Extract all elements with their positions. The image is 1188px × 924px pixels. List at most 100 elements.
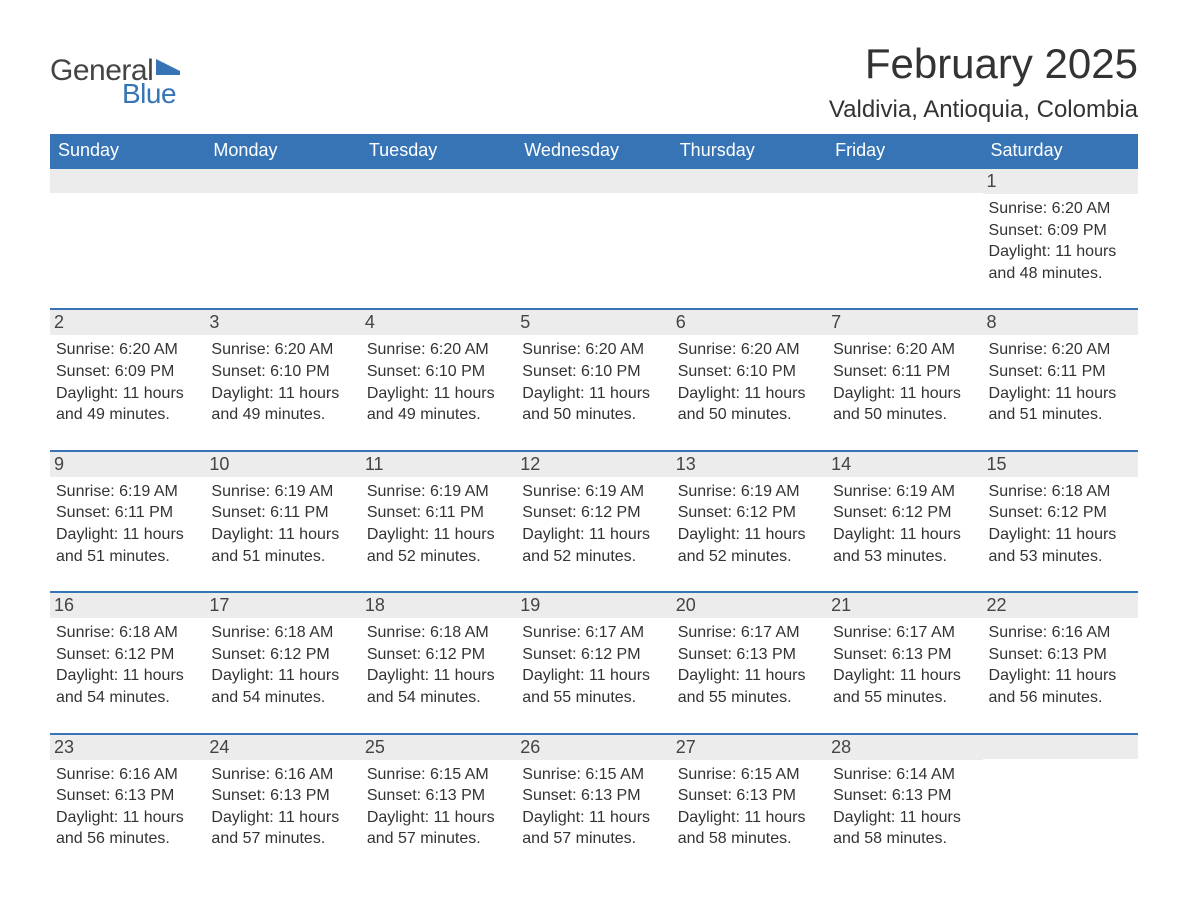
day-number-band: 4: [361, 310, 516, 335]
day-d1-line: Daylight: 11 hours: [522, 383, 665, 405]
day-sunset-line: Sunset: 6:13 PM: [211, 785, 354, 807]
day-details: Sunrise: 6:17 AMSunset: 6:12 PMDaylight:…: [522, 622, 665, 708]
page-header: General Blue February 2025 Valdivia, Ant…: [50, 40, 1138, 128]
day-number-band: 24: [205, 735, 360, 760]
day-details: Sunrise: 6:16 AMSunset: 6:13 PMDaylight:…: [211, 764, 354, 850]
day-sunset-line: Sunset: 6:12 PM: [56, 644, 199, 666]
day-d2-line: and 51 minutes.: [989, 404, 1132, 426]
day-sunset-line: Sunset: 6:12 PM: [522, 644, 665, 666]
day-d2-line: and 54 minutes.: [56, 687, 199, 709]
day-d1-line: Daylight: 11 hours: [833, 807, 976, 829]
day-number-band: 27: [672, 735, 827, 760]
day-details: Sunrise: 6:20 AMSunset: 6:11 PMDaylight:…: [989, 339, 1132, 425]
calendar-day-cell: 17Sunrise: 6:18 AMSunset: 6:12 PMDayligh…: [205, 592, 360, 733]
day-d2-line: and 52 minutes.: [367, 546, 510, 568]
calendar-day-cell: 15Sunrise: 6:18 AMSunset: 6:12 PMDayligh…: [983, 451, 1138, 592]
day-number-band: [827, 169, 982, 193]
dow-saturday: Saturday: [983, 134, 1138, 168]
calendar-day-cell: 28Sunrise: 6:14 AMSunset: 6:13 PMDayligh…: [827, 734, 982, 874]
day-sunset-line: Sunset: 6:10 PM: [522, 361, 665, 383]
day-d1-line: Daylight: 11 hours: [989, 665, 1132, 687]
day-d1-line: Daylight: 11 hours: [367, 665, 510, 687]
day-sunset-line: Sunset: 6:09 PM: [989, 220, 1132, 242]
day-details: Sunrise: 6:14 AMSunset: 6:13 PMDaylight:…: [833, 764, 976, 850]
day-d2-line: and 48 minutes.: [989, 263, 1132, 285]
day-sunset-line: Sunset: 6:12 PM: [367, 644, 510, 666]
day-sunset-line: Sunset: 6:13 PM: [989, 644, 1132, 666]
day-d2-line: and 53 minutes.: [833, 546, 976, 568]
day-sunrise-line: Sunrise: 6:14 AM: [833, 764, 976, 786]
calendar-day-cell: 16 Sunrise: 6:18 AMSunset: 6:12 PMDayligh…: [50, 592, 205, 733]
dow-tuesday: Tuesday: [361, 134, 516, 168]
day-sunrise-line: Sunrise: 6:18 AM: [989, 481, 1132, 503]
day-sunrise-line: Sunrise: 6:20 AM: [678, 339, 821, 361]
day-d2-line: and 55 minutes.: [833, 687, 976, 709]
day-d1-line: Daylight: 11 hours: [678, 665, 821, 687]
day-sunset-line: Sunset: 6:12 PM: [211, 644, 354, 666]
day-d1-line: Daylight: 11 hours: [989, 524, 1132, 546]
calendar-table: Sunday Monday Tuesday Wednesday Thursday…: [50, 134, 1138, 874]
day-sunrise-line: Sunrise: 6:17 AM: [522, 622, 665, 644]
day-sunset-line: Sunset: 6:10 PM: [211, 361, 354, 383]
day-details: Sunrise: 6:19 AMSunset: 6:11 PMDaylight:…: [211, 481, 354, 567]
day-sunrise-line: Sunrise: 6:16 AM: [56, 764, 199, 786]
day-sunrise-line: Sunrise: 6:18 AM: [211, 622, 354, 644]
calendar-day-cell: 24 Sunrise: 6:16 AMSunset: 6:13 PMDayligh…: [205, 734, 360, 874]
day-details: Sunrise: 6:19 AMSunset: 6:11 PMDaylight:…: [56, 481, 199, 567]
day-d1-line: Daylight: 11 hours: [678, 383, 821, 405]
day-number-band: 25: [361, 735, 516, 760]
day-number-band: 14: [827, 452, 982, 477]
day-d1-line: Daylight: 11 hours: [56, 807, 199, 829]
day-sunrise-line: Sunrise: 6:15 AM: [678, 764, 821, 786]
logo-text-blue: Blue: [122, 78, 186, 110]
calendar-week-row: 16Sunrise: 6:18 AMSunset: 6:12 PMDayligh…: [50, 592, 1138, 733]
day-d1-line: Daylight: 11 hours: [367, 524, 510, 546]
day-d1-line: Daylight: 11 hours: [211, 807, 354, 829]
days-of-week-header: Sunday Monday Tuesday Wednesday Thursday…: [50, 134, 1138, 168]
calendar-day-cell: 12Sunrise: 6:19 AMSunset: 6:12 PMDayligh…: [516, 451, 671, 592]
calendar-day-cell: 22Sunrise: 6:16 AMSunset: 6:13 PMDayligh…: [983, 592, 1138, 733]
day-details: Sunrise: 6:18 AMSunset: 6:12 PMDaylight:…: [56, 622, 199, 708]
day-number-band: 18: [361, 593, 516, 618]
calendar-day-cell: 8Sunrise: 6:20 AMSunset: 6:11 PMDaylight…: [983, 309, 1138, 450]
day-sunrise-line: Sunrise: 6:20 AM: [367, 339, 510, 361]
dow-wednesday: Wednesday: [516, 134, 671, 168]
day-number-band: 16: [50, 593, 205, 618]
day-d1-line: Daylight: 11 hours: [211, 383, 354, 405]
day-sunrise-line: Sunrise: 6:20 AM: [522, 339, 665, 361]
day-number-band: 1: [983, 169, 1138, 194]
day-number-band: [50, 169, 205, 193]
calendar-day-cell: 18Sunrise: 6:18 AMSunset: 6:12 PMDayligh…: [361, 592, 516, 733]
day-sunset-line: Sunset: 6:10 PM: [678, 361, 821, 383]
day-d2-line: and 54 minutes.: [211, 687, 354, 709]
day-sunrise-line: Sunrise: 6:19 AM: [678, 481, 821, 503]
day-details: Sunrise: 6:20 AMSunset: 6:10 PMDaylight:…: [678, 339, 821, 425]
day-details: Sunrise: 6:19 AMSunset: 6:11 PMDaylight:…: [367, 481, 510, 567]
day-number-band: [205, 169, 360, 193]
day-d1-line: Daylight: 11 hours: [678, 807, 821, 829]
day-number-band: 2: [50, 310, 205, 335]
day-d1-line: Daylight: 11 hours: [56, 524, 199, 546]
day-d2-line: and 49 minutes.: [367, 404, 510, 426]
day-sunrise-line: Sunrise: 6:20 AM: [989, 198, 1132, 220]
day-details: Sunrise: 6:18 AMSunset: 6:12 PMDaylight:…: [211, 622, 354, 708]
day-d1-line: Daylight: 11 hours: [367, 383, 510, 405]
day-d1-line: Daylight: 11 hours: [678, 524, 821, 546]
day-number-band: 13: [672, 452, 827, 477]
calendar-day-cell: [983, 734, 1138, 874]
day-details: Sunrise: 6:20 AMSunset: 6:09 PMDaylight:…: [56, 339, 199, 425]
day-sunrise-line: Sunrise: 6:19 AM: [56, 481, 199, 503]
day-number-band: [672, 169, 827, 193]
day-d1-line: Daylight: 11 hours: [833, 383, 976, 405]
day-d1-line: Daylight: 11 hours: [56, 665, 199, 687]
day-details: Sunrise: 6:17 AMSunset: 6:13 PMDaylight:…: [678, 622, 821, 708]
day-d1-line: Daylight: 11 hours: [367, 807, 510, 829]
day-details: Sunrise: 6:16 AMSunset: 6:13 PMDaylight:…: [989, 622, 1132, 708]
calendar-day-cell: [672, 168, 827, 309]
day-sunset-line: Sunset: 6:11 PM: [211, 502, 354, 524]
day-sunrise-line: Sunrise: 6:19 AM: [211, 481, 354, 503]
calendar-day-cell: 1Sunrise: 6:20 AMSunset: 6:09 PMDaylight…: [983, 168, 1138, 309]
calendar-day-cell: 6Sunrise: 6:20 AMSunset: 6:10 PMDaylight…: [672, 309, 827, 450]
calendar-day-cell: 14Sunrise: 6:19 AMSunset: 6:12 PMDayligh…: [827, 451, 982, 592]
day-d2-line: and 52 minutes.: [678, 546, 821, 568]
